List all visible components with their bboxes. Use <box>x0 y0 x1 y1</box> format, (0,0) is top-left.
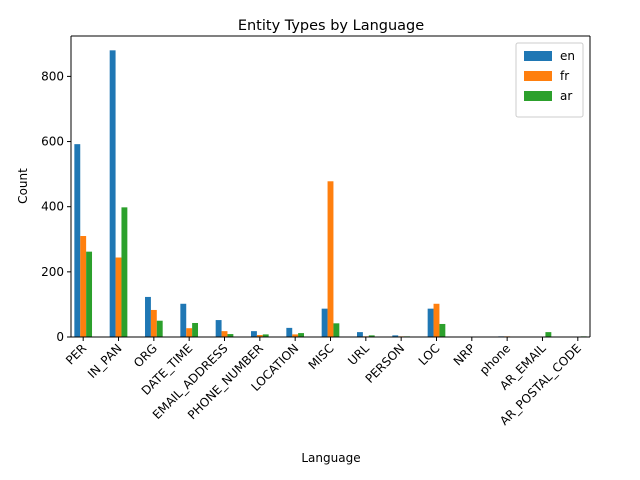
x-axis-label: Language <box>301 451 360 465</box>
legend-swatch-fr <box>524 71 552 81</box>
legend-label-ar: ar <box>560 89 572 103</box>
bar-fr-location <box>292 334 299 337</box>
bar-en-in-pan <box>109 50 116 337</box>
bar-fr-per <box>80 236 87 337</box>
bar-en-loc <box>427 308 434 337</box>
bar-ar-misc <box>333 323 340 337</box>
bar-ar-ar-email <box>545 332 552 337</box>
bar-ar-url <box>368 335 375 337</box>
legend-swatch-ar <box>524 91 552 101</box>
legend: en fr ar <box>515 42 584 118</box>
bar-en-org <box>145 296 151 337</box>
bar-en-date-time <box>180 303 187 337</box>
bar-ar-location <box>298 333 305 337</box>
y-ticks-group: 0 200 400 600 800 <box>41 69 71 344</box>
y-axis-label: Count <box>16 168 30 204</box>
bar-ar-org <box>156 320 163 337</box>
bar-ar-loc <box>439 323 446 337</box>
bar-fr-org <box>150 309 157 337</box>
bar-en-email-address <box>215 320 222 337</box>
bar-en-misc <box>321 308 328 337</box>
bar-ar-email-address <box>227 334 234 337</box>
bars-group <box>74 50 587 337</box>
y-tick-label: 400 <box>41 200 64 214</box>
bar-fr-misc <box>327 181 334 337</box>
bar-ar-in-pan <box>121 207 128 337</box>
y-tick-label: 200 <box>41 265 64 279</box>
bar-fr-in-pan <box>115 257 122 337</box>
bar-ar-date-time <box>192 322 199 337</box>
bar-fr-phone-number <box>256 335 263 337</box>
bar-en-location <box>286 327 293 337</box>
bar-ar-phone-number <box>262 334 269 337</box>
bar-fr-email-address <box>221 331 228 337</box>
y-tick-label: 0 <box>56 330 64 344</box>
legend-label-en: en <box>560 49 575 63</box>
legend-label-fr: fr <box>560 69 569 83</box>
bar-en-url <box>356 332 363 337</box>
bar-en-phone-number <box>251 331 257 337</box>
bar-en-person <box>392 335 399 337</box>
bar-en-per <box>74 144 81 337</box>
bar-fr-loc <box>433 303 440 337</box>
bar-ar-per <box>86 251 93 337</box>
y-tick-label: 600 <box>41 135 64 149</box>
y-tick-label: 800 <box>41 69 64 83</box>
bar-fr-date-time <box>186 328 193 337</box>
legend-swatch-en <box>524 51 552 61</box>
chart-title: Entity Types by Language <box>238 18 424 34</box>
